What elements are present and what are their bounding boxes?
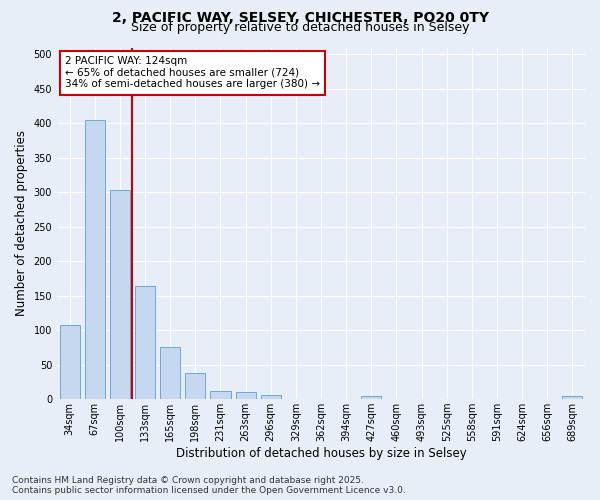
Text: Size of property relative to detached houses in Selsey: Size of property relative to detached ho… [131,21,469,34]
X-axis label: Distribution of detached houses by size in Selsey: Distribution of detached houses by size … [176,447,466,460]
Bar [361,396,382,399]
Bar [110,190,130,399]
Bar [211,391,230,399]
Bar [562,396,583,399]
Bar [185,373,205,399]
Bar [135,286,155,399]
Bar [59,324,80,399]
Bar [236,392,256,399]
Text: 2, PACIFIC WAY, SELSEY, CHICHESTER, PO20 0TY: 2, PACIFIC WAY, SELSEY, CHICHESTER, PO20… [112,11,488,25]
Bar [160,347,180,399]
Bar [260,395,281,399]
Text: Contains HM Land Registry data © Crown copyright and database right 2025.
Contai: Contains HM Land Registry data © Crown c… [12,476,406,495]
Text: 2 PACIFIC WAY: 124sqm
← 65% of detached houses are smaller (724)
34% of semi-det: 2 PACIFIC WAY: 124sqm ← 65% of detached … [65,56,320,90]
Bar [85,120,105,399]
Y-axis label: Number of detached properties: Number of detached properties [15,130,28,316]
